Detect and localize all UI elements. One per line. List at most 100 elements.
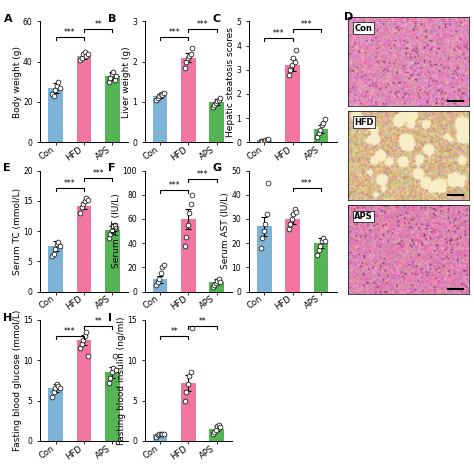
Text: A: A: [3, 14, 12, 24]
Point: [182, 58, 190, 65]
Bar: [105, 230, 120, 292]
Point: [50, 389, 57, 396]
Point: [287, 66, 294, 73]
Text: ***: ***: [64, 327, 76, 336]
Point: [157, 90, 164, 98]
Point: [81, 332, 89, 340]
Point: [285, 225, 293, 232]
Point: [209, 283, 217, 291]
Point: [160, 261, 168, 269]
Point: [80, 337, 87, 344]
Point: [77, 56, 84, 64]
Point: [107, 374, 114, 382]
Point: [109, 222, 117, 230]
Point: [313, 134, 321, 141]
Point: [153, 96, 160, 104]
Point: [82, 194, 90, 201]
Point: [217, 423, 224, 431]
Text: ***: ***: [273, 29, 284, 38]
Point: [260, 137, 267, 144]
Point: [50, 92, 57, 100]
Text: B: B: [108, 14, 116, 24]
Point: [184, 54, 191, 62]
Point: [158, 264, 166, 271]
Point: [214, 422, 221, 430]
Point: [78, 203, 86, 210]
Text: **: **: [94, 20, 102, 29]
Point: [108, 70, 116, 78]
Text: I: I: [108, 313, 112, 323]
Point: [77, 344, 84, 352]
Point: [290, 54, 297, 62]
Text: **: **: [199, 318, 207, 327]
Point: [261, 220, 269, 228]
Point: [258, 137, 266, 145]
Point: [313, 251, 321, 259]
Text: HFD: HFD: [355, 118, 374, 127]
Point: [317, 242, 324, 249]
Bar: [48, 246, 63, 292]
Point: [77, 209, 84, 217]
Bar: [210, 102, 224, 142]
Point: [54, 238, 62, 246]
Point: [212, 279, 220, 287]
Point: [84, 50, 91, 57]
Point: [217, 278, 224, 286]
Point: [209, 103, 217, 110]
Text: ***: ***: [92, 169, 104, 178]
Point: [48, 90, 56, 98]
Point: [105, 235, 112, 242]
Point: [188, 324, 196, 332]
Point: [318, 121, 326, 129]
Point: [288, 215, 296, 223]
Point: [285, 71, 293, 78]
Point: [111, 353, 118, 360]
Point: [264, 136, 272, 143]
Point: [111, 221, 118, 229]
Bar: [105, 76, 120, 142]
Point: [112, 224, 120, 232]
Point: [112, 72, 120, 80]
Bar: [210, 428, 224, 441]
Point: [187, 201, 194, 208]
Point: [214, 277, 221, 284]
Point: [108, 226, 116, 234]
Text: APS: APS: [355, 212, 373, 221]
Point: [182, 389, 190, 396]
Point: [109, 68, 117, 75]
Point: [105, 78, 112, 86]
Text: ***: ***: [197, 170, 209, 179]
Text: ***: ***: [168, 28, 180, 37]
Point: [50, 250, 57, 258]
Point: [215, 421, 223, 428]
Y-axis label: Fasting blood glucose (mmol/L): Fasting blood glucose (mmol/L): [13, 310, 22, 451]
Text: ***: ***: [197, 19, 209, 28]
Bar: [153, 96, 167, 142]
Bar: [257, 226, 272, 292]
Point: [217, 94, 224, 102]
Point: [292, 208, 300, 216]
Point: [288, 61, 296, 69]
Y-axis label: Liver weight (g): Liver weight (g): [122, 46, 131, 118]
Point: [154, 278, 162, 286]
Point: [154, 94, 162, 102]
Point: [181, 64, 189, 72]
Point: [209, 430, 217, 438]
Bar: [314, 243, 328, 292]
Point: [187, 369, 194, 376]
Point: [155, 92, 163, 100]
Point: [51, 86, 59, 94]
Point: [290, 210, 297, 218]
Bar: [181, 219, 196, 292]
Text: ***: ***: [301, 179, 313, 188]
Point: [160, 430, 168, 438]
Point: [78, 54, 86, 62]
Point: [78, 340, 86, 348]
Point: [211, 428, 219, 436]
Text: ***: ***: [64, 179, 76, 188]
Bar: [48, 88, 63, 142]
Bar: [48, 389, 63, 441]
Bar: [77, 206, 91, 292]
Point: [321, 237, 328, 245]
Y-axis label: Serum ALT (IU/L): Serum ALT (IU/L): [112, 194, 121, 268]
